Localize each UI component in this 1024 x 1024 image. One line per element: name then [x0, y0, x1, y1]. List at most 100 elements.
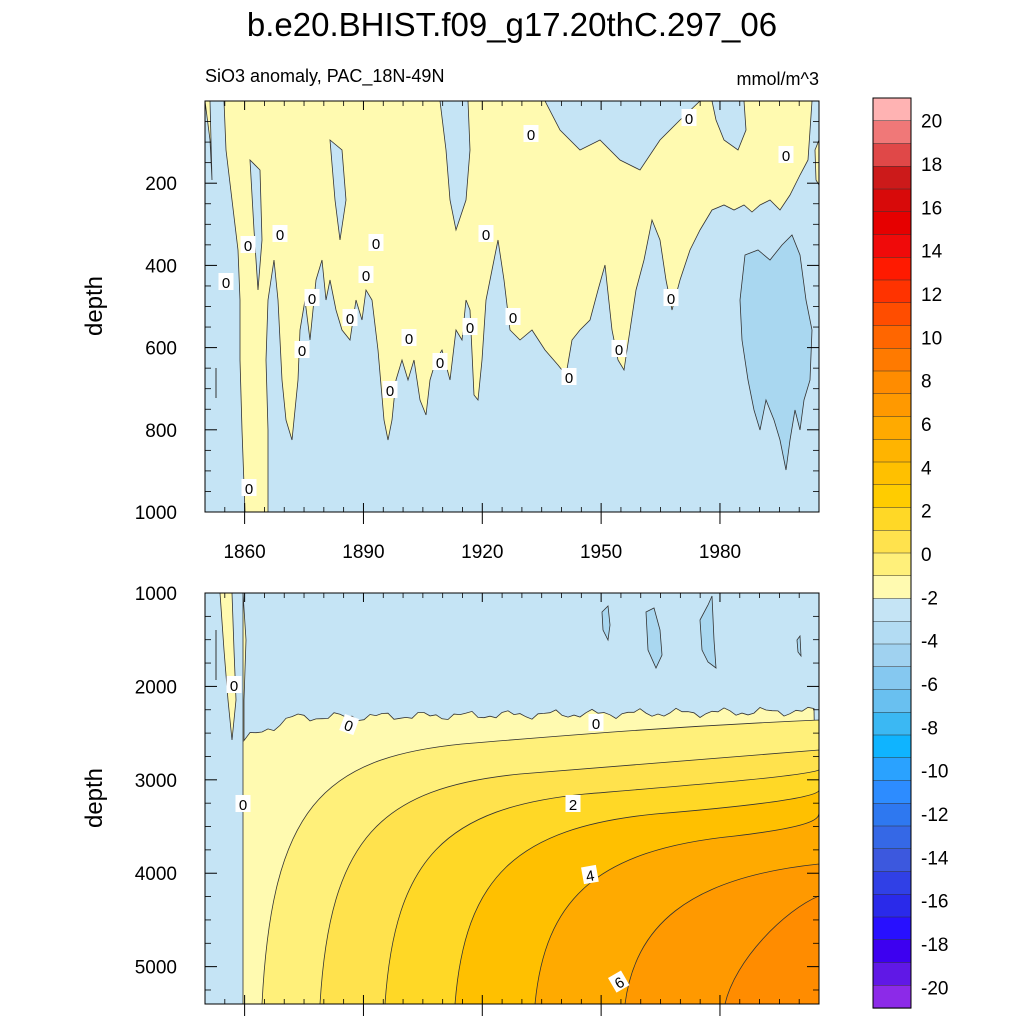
- upper-contour-field: [205, 101, 819, 512]
- contour-label-box: [368, 234, 384, 251]
- colorbar-swatch: [872, 848, 912, 873]
- colorbar-swatch: [872, 985, 912, 1009]
- contour-label-box: [561, 368, 577, 385]
- contour-label-box: [462, 318, 478, 335]
- contour-label: 0: [432, 353, 448, 372]
- contour-label-box: [339, 713, 360, 736]
- contour-label: 4: [581, 864, 599, 886]
- negative-region: [249, 158, 263, 291]
- colorbar-swatch: [872, 97, 912, 122]
- colorbar-label: -20: [921, 978, 948, 999]
- colorbar-label: 14: [921, 242, 943, 263]
- contour-label-box: [272, 225, 288, 242]
- contour-label-text: 0: [565, 370, 573, 387]
- contour-label: 0: [241, 479, 257, 498]
- lower-panel: 1000 2000 3000 4000 5000 0 0 0 0 2 4 6 depth: [81, 584, 820, 1016]
- colorbar-swatch: [872, 507, 912, 531]
- contour-label: 0: [401, 329, 417, 348]
- contour-label-box: [478, 225, 494, 242]
- deeper-negative-region: [739, 234, 813, 471]
- contour-label-text: 0: [276, 227, 284, 244]
- y-tick-label: 200: [145, 174, 177, 195]
- colorbar-swatch: [872, 643, 912, 668]
- negative-region: [329, 139, 347, 241]
- colorbar-swatch: [872, 757, 912, 782]
- contour-label-text: 0: [239, 797, 247, 814]
- lower-contour-field: [205, 593, 819, 1004]
- contour-label-text: 0: [308, 291, 316, 308]
- colorbar-label: 10: [921, 328, 942, 349]
- contour-label: 6: [608, 970, 630, 993]
- contour-label: 0: [218, 273, 234, 292]
- colorbar-label: 4: [921, 458, 932, 479]
- colorbar-swatch: [872, 734, 912, 759]
- colorbar-frame: [872, 97, 912, 1009]
- y-tick-label: 1000: [135, 584, 177, 605]
- contour-label-box: [226, 676, 242, 693]
- colorbar-label: -10: [921, 762, 948, 783]
- contour-label-box: [588, 714, 604, 731]
- contour-label-text: 0: [436, 355, 444, 372]
- colorbar: 20181614121086420-2-4-6-8-10-12-14-16-18…: [872, 97, 949, 1009]
- contour-label: 0: [523, 125, 539, 144]
- contour-label: 0: [240, 236, 256, 255]
- contour-label-text: 0: [685, 111, 693, 128]
- contour-label-box: [663, 289, 679, 306]
- contour-label-box: [401, 329, 417, 346]
- colorbar-label: 2: [921, 502, 932, 523]
- positive-region-8-9: [724, 872, 819, 1004]
- y-tick-label: 1000: [135, 503, 177, 524]
- contour-label-text: 0: [222, 275, 230, 292]
- colorbar-swatch: [872, 962, 912, 986]
- colorbar-label: 16: [921, 198, 942, 219]
- colorbar-swatch: [872, 484, 912, 509]
- contour-label-box: [505, 308, 521, 325]
- colorbar-label: 20: [921, 112, 942, 133]
- colorbar-label: -8: [921, 718, 938, 739]
- contour-label: 0: [778, 146, 794, 165]
- contour-label: 2: [565, 795, 581, 814]
- contour-label-text: 0: [372, 236, 380, 253]
- contour-label-text: 0: [362, 268, 370, 285]
- colorbar-label: 18: [921, 155, 942, 176]
- contour-label: 0: [588, 714, 604, 733]
- colorbar-swatch: [872, 552, 912, 577]
- colorbar-swatch: [872, 871, 912, 895]
- colorbar-swatch: [872, 575, 912, 600]
- colorbar-label: -14: [921, 848, 949, 869]
- colorbar-swatch: [872, 780, 912, 804]
- deeper-negative-region: [796, 634, 802, 658]
- contour-label: 0: [561, 368, 577, 387]
- x-tick-label: 1980: [699, 542, 741, 563]
- contour-label-text: 0: [298, 343, 306, 360]
- y-tick-label: 2000: [135, 677, 177, 698]
- colorbar-label: -12: [921, 805, 948, 826]
- y-tick-label: 5000: [135, 958, 177, 979]
- y-tick-label: 4000: [135, 864, 177, 885]
- colorbar-swatch: [872, 416, 912, 440]
- colorbar-swatch: [872, 211, 912, 236]
- colorbar-swatch: [872, 894, 912, 918]
- contour-label-text: 0: [346, 311, 354, 328]
- contour-label-box: [681, 109, 697, 126]
- lower-y-axis-label: depth: [81, 768, 108, 828]
- contour-label-text: 4: [585, 867, 596, 885]
- contour-label-box: [581, 864, 599, 885]
- colorbar-swatch: [872, 825, 912, 850]
- colorbar-swatch: [872, 916, 912, 941]
- colorbar-swatch: [872, 666, 912, 691]
- colorbar-swatch: [872, 348, 912, 372]
- positive-region: [219, 593, 237, 741]
- upper-y-axis-label: depth: [81, 276, 108, 336]
- contour-label-box: [241, 479, 257, 496]
- colorbar-label: 8: [921, 372, 932, 393]
- colorbar-swatch: [872, 325, 912, 349]
- contour-label-box: [382, 381, 398, 398]
- colorbar-swatch: [872, 530, 912, 554]
- contour-label-text: 0: [592, 716, 600, 733]
- colorbar-label: -18: [921, 935, 948, 956]
- panel-subtitle: SiO3 anomaly, PAC_18N-49N: [205, 66, 444, 87]
